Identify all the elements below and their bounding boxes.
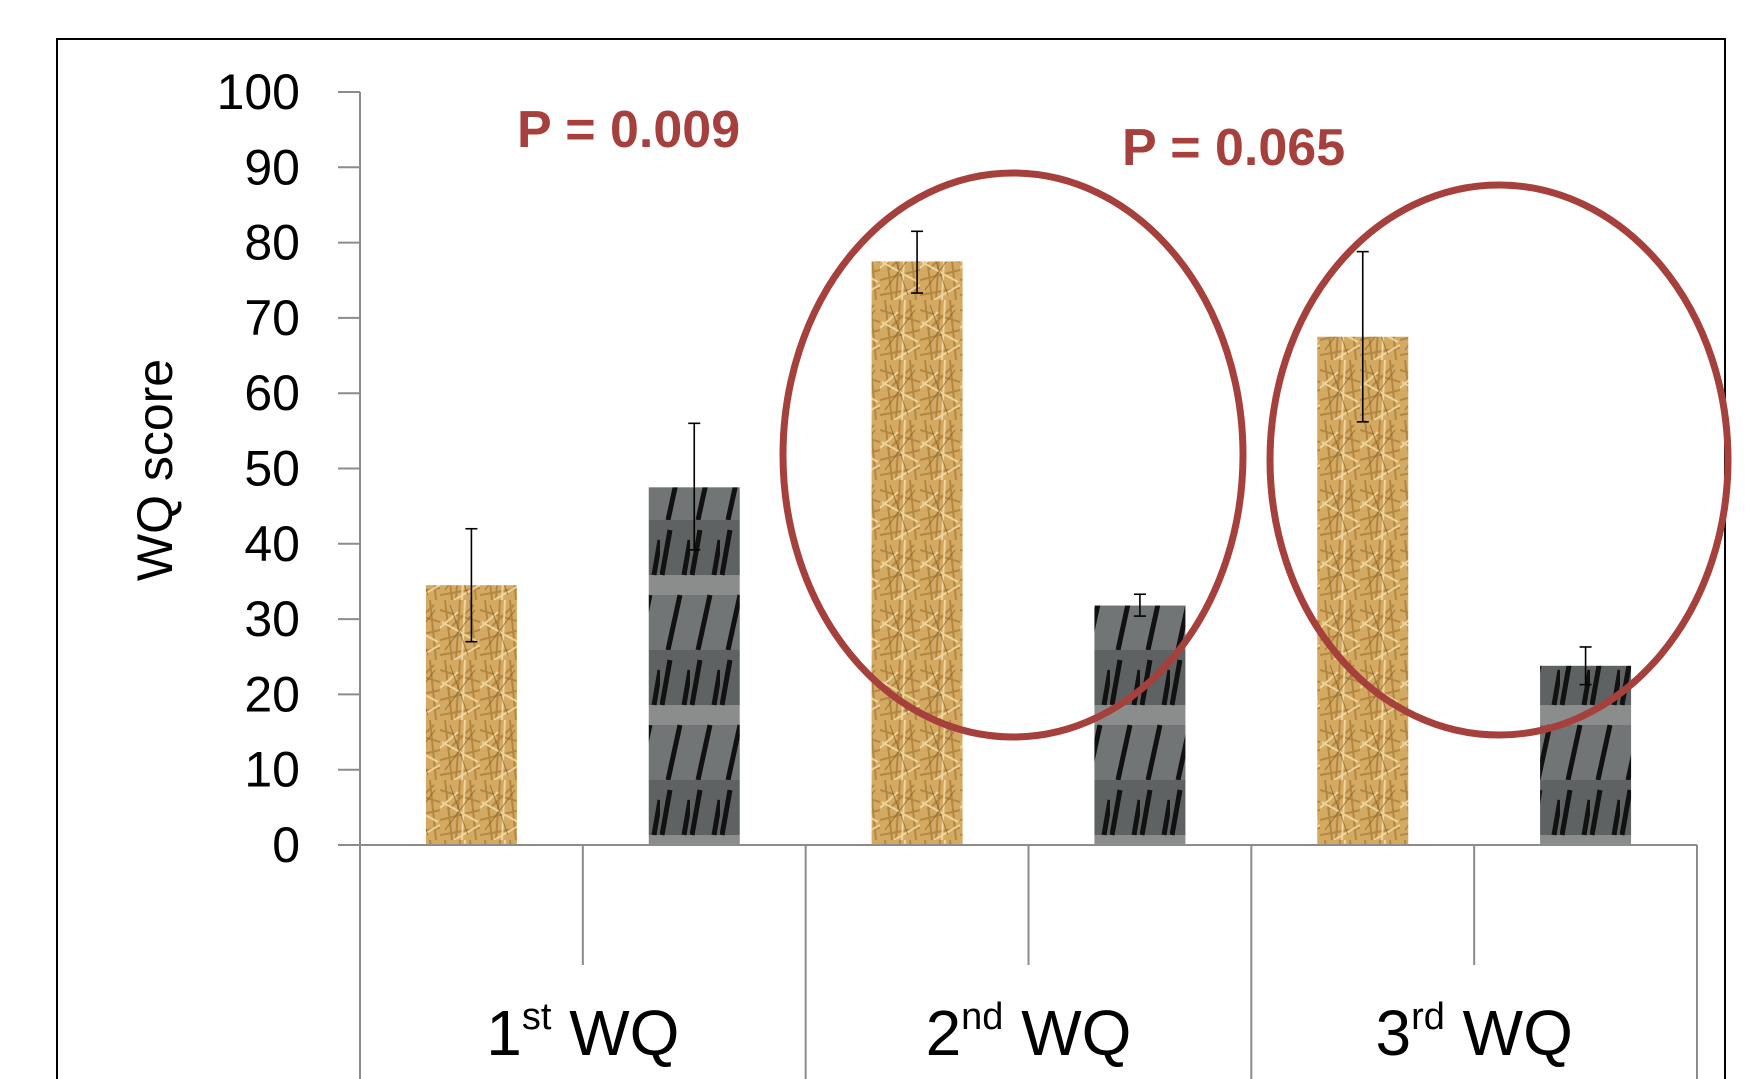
highlight-ellipse-2nd xyxy=(779,169,1247,741)
y-axis-title: WQ score xyxy=(127,359,183,581)
category-axis: 1st WQ 2nd WQ 3rd WQ xyxy=(359,844,1698,1079)
y-tick-label: 50 xyxy=(244,441,300,497)
y-tick-label: 30 xyxy=(244,591,300,647)
highlight-ellipse-3rd xyxy=(1266,181,1732,739)
chart-frame xyxy=(56,38,1726,1079)
y-tick-label: 80 xyxy=(244,215,300,271)
y-tick-label: 100 xyxy=(217,64,300,120)
p-value-label-2: P = 0.065 xyxy=(1122,119,1345,177)
y-tick-label: 20 xyxy=(244,666,300,722)
y-tick-label: 90 xyxy=(244,139,300,195)
bars-group xyxy=(425,261,1632,845)
category-label: 3rd WQ xyxy=(1375,996,1572,1069)
y-tick-label: 60 xyxy=(244,365,300,421)
y-tick-label: 0 xyxy=(272,817,300,873)
error-bars-group xyxy=(465,230,1592,686)
category-label: 1st WQ xyxy=(486,996,679,1069)
category-label: 2nd WQ xyxy=(926,996,1132,1069)
y-tick-label: 10 xyxy=(244,742,300,798)
bar-straw-2 xyxy=(871,261,963,845)
y-tick-label: 70 xyxy=(244,290,300,346)
bar-slatted-floor-2 xyxy=(1094,605,1186,845)
y-tick-label: 40 xyxy=(244,516,300,572)
y-axis: 0 10 20 30 40 50 60 70 80 90 100 xyxy=(217,64,361,873)
p-value-label-1: P = 0.009 xyxy=(517,101,740,159)
